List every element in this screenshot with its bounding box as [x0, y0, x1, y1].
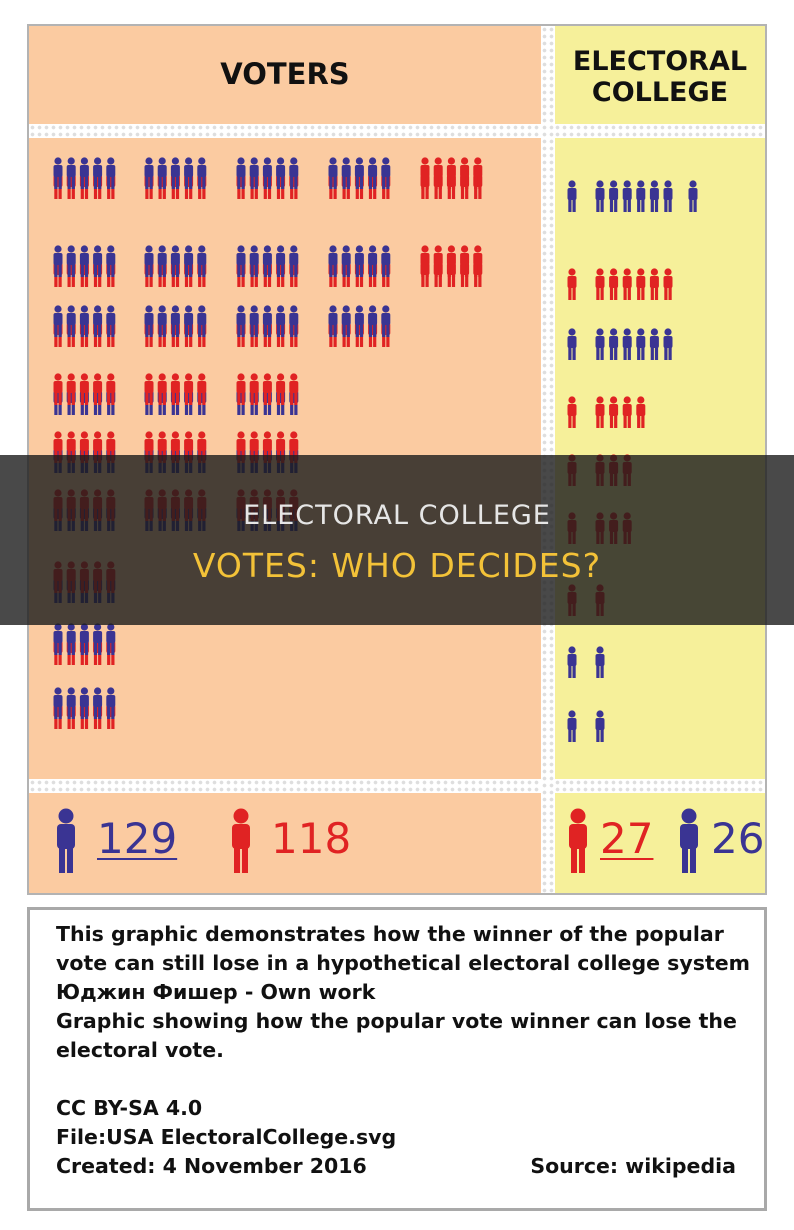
- electoral-red-person-icon: [569, 808, 587, 873]
- elector-figure: [622, 328, 632, 360]
- ec-totals-area: [555, 793, 765, 893]
- elector-figure: [595, 180, 605, 212]
- elector-figure: [609, 180, 619, 212]
- elector-figure: [595, 710, 605, 742]
- caption-author: Юджин Фишер - Own work: [56, 980, 376, 1004]
- caption-line-5: electoral vote.: [56, 1038, 224, 1062]
- elector-figure: [609, 328, 619, 360]
- elector-figure: [567, 180, 577, 212]
- elector-figure: [649, 180, 659, 212]
- voters-red-total: 118: [271, 814, 352, 863]
- elector-figure: [636, 328, 646, 360]
- elector-figure: [636, 180, 646, 212]
- elector-figure: [595, 396, 605, 428]
- elector-figure: [636, 268, 646, 300]
- elector-figure: [567, 710, 577, 742]
- banner-title-line2: VOTES: WHO DECIDES?: [192, 546, 602, 585]
- separator-bottom: [29, 779, 765, 793]
- voters-red-person-icon: [232, 808, 250, 873]
- elector-figure: [567, 646, 577, 678]
- caption-file: File:USA ElectoralCollege.svg: [56, 1125, 397, 1149]
- ec-header-area: [555, 26, 765, 124]
- elector-figure: [595, 646, 605, 678]
- voters-blue-total: 129: [97, 814, 178, 863]
- caption-line-1: This graphic demonstrates how the winner…: [56, 922, 724, 946]
- title-banner: [0, 455, 794, 625]
- elector-figure: [663, 180, 673, 212]
- caption-created: Created: 4 November 2016: [56, 1154, 367, 1178]
- elector-figure: [622, 268, 632, 300]
- elector-figure: [622, 396, 632, 428]
- elector-figure: [649, 268, 659, 300]
- elector-figure: [609, 396, 619, 428]
- elector-figure: [622, 180, 632, 212]
- caption-license: CC BY-SA 4.0: [56, 1096, 203, 1120]
- elector-figure: [595, 268, 605, 300]
- electoral-blue-total: 26: [711, 814, 765, 863]
- ec-title-line1: ELECTORAL: [572, 46, 748, 77]
- caption-source: Source: wikipedia: [530, 1154, 736, 1178]
- elector-figure: [567, 396, 577, 428]
- voters-totals-area: [29, 793, 541, 893]
- ec-title-line2: COLLEGE: [591, 77, 729, 109]
- elector-figure: [663, 268, 673, 300]
- banner-title-line1: ELECTORAL COLLEGE: [243, 500, 551, 531]
- voters-header-area: [29, 26, 541, 124]
- elector-figure: [688, 180, 698, 212]
- caption-line-2: vote can still lose in a hypothetical el…: [56, 951, 751, 975]
- elector-figure: [636, 396, 646, 428]
- elector-figure: [649, 328, 659, 360]
- voters-blue-person-icon: [57, 808, 75, 873]
- elector-figure: [609, 268, 619, 300]
- voters-title: VOTERS: [220, 57, 350, 91]
- electoral-red-total: 27: [600, 814, 654, 863]
- caption-box: This graphic demonstrates how the winner…: [27, 907, 767, 1211]
- caption-line-4: Graphic showing how the popular vote win…: [56, 1009, 737, 1033]
- separator-top: [29, 124, 765, 138]
- elector-figure: [567, 328, 577, 360]
- electoral-college-title: ELECTORAL COLLEGE: [555, 46, 765, 108]
- electoral-blue-person-icon: [680, 808, 698, 873]
- elector-figure: [595, 328, 605, 360]
- elector-figure: [663, 328, 673, 360]
- elector-figure: [567, 268, 577, 300]
